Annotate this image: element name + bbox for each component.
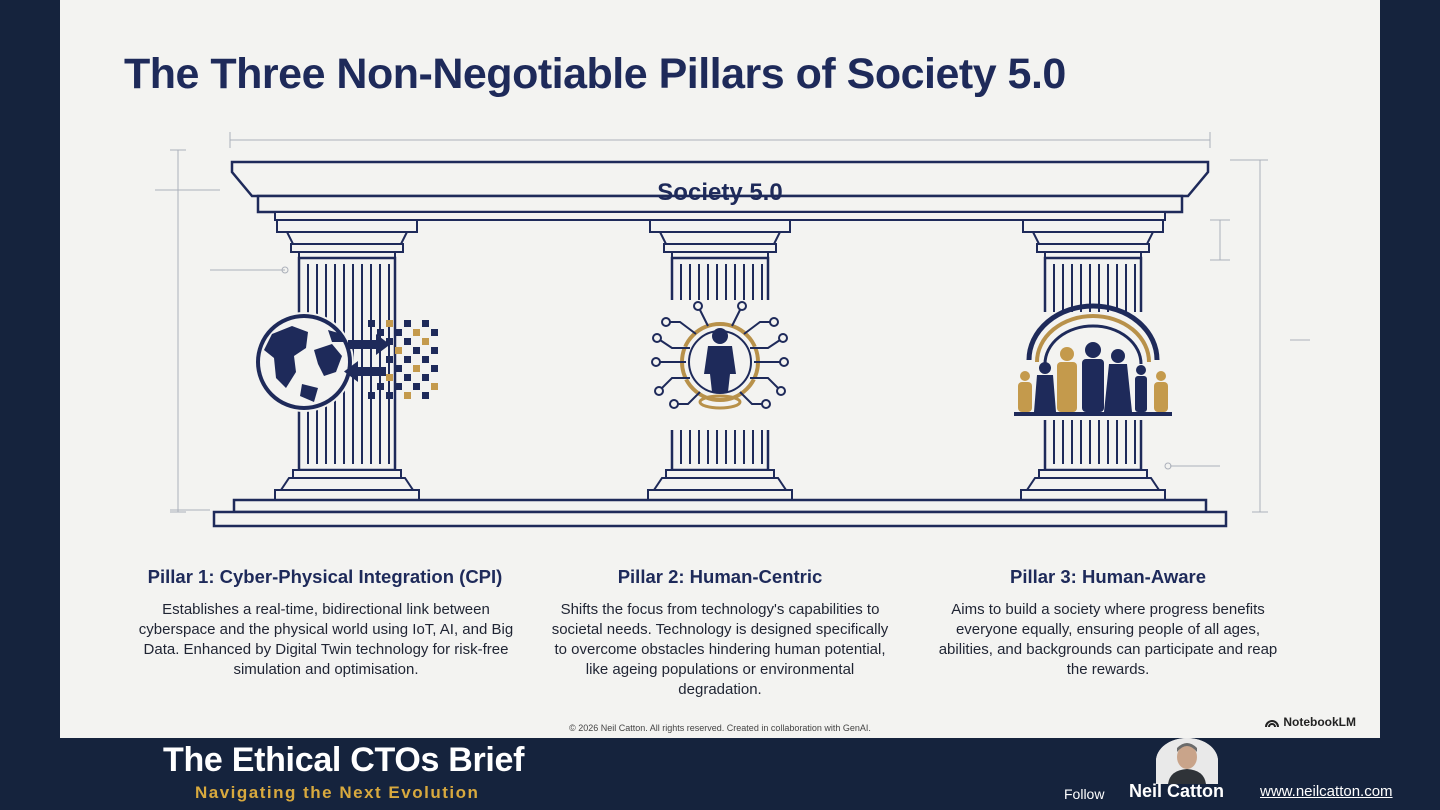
pillar-2-title: Pillar 2: Human-Centric (617, 566, 823, 587)
avatar (1156, 738, 1218, 784)
blueprint-lines (155, 132, 1310, 513)
brand-tagline: Navigating the Next Evolution (195, 783, 480, 802)
entablature-label: Society 5.0 (657, 179, 782, 206)
diverse-people-rainbow-icon (1014, 303, 1172, 420)
person-portrait-icon (1156, 738, 1218, 784)
pillar-3-description: Aims to build a society where progress b… (938, 601, 1278, 678)
person-circuit-icon (651, 300, 789, 430)
follow-label: Follow (1064, 786, 1105, 802)
stylobate (212, 498, 1228, 528)
notebooklm-label: NotebookLM (1283, 715, 1356, 729)
pillar-3-title: Pillar 3: Human-Aware (1009, 566, 1207, 587)
pillar-1-description: Establishes a real-time, bidirectional l… (138, 601, 514, 678)
brand-title: The Ethical CTOs Brief (163, 741, 525, 779)
data-grid (368, 320, 438, 399)
website-link[interactable]: www.neilcatton.com (1260, 783, 1393, 800)
copyright-notice: © 2026 Neil Catton. All rights reserved.… (569, 723, 871, 733)
slide: The Three Non-Negotiable Pillars of Soci… (60, 0, 1380, 738)
pillars-illustration: Society 5.0 (155, 132, 1310, 528)
notebooklm-icon (1265, 719, 1280, 727)
notebooklm-badge: NotebookLM (1265, 715, 1356, 729)
entablature (230, 160, 1210, 221)
author-name[interactable]: Neil Catton (1129, 781, 1225, 801)
pillar-2-description: Shifts the focus from technology's capab… (551, 601, 889, 698)
pillar-1-title: Pillar 1: Cyber-Physical Integration (CP… (147, 566, 503, 587)
globe-data-exchange-icon (254, 312, 438, 412)
slide-title: The Three Non-Negotiable Pillars of Soci… (124, 50, 1066, 98)
